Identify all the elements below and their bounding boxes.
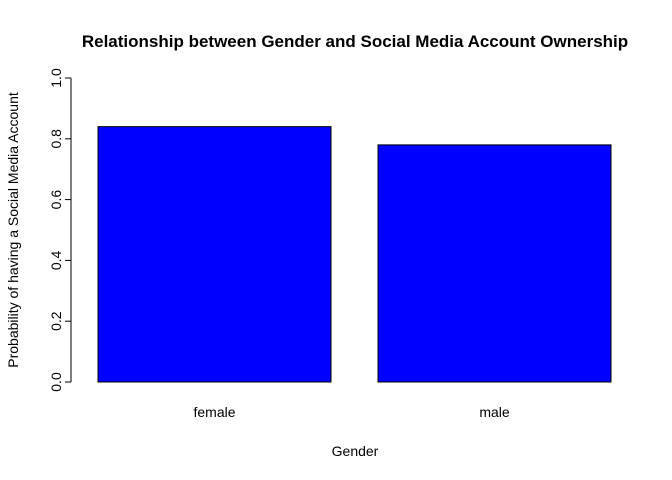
chart-title: Relationship between Gender and Social M… (82, 32, 628, 51)
y-tick-label: 0.8 (48, 129, 64, 149)
x-tick-label-male: male (479, 404, 510, 420)
x-tick-label-female: female (193, 404, 235, 420)
bars-group (97, 126, 612, 383)
y-tick-label: 1.0 (48, 68, 64, 88)
x-axis-label: Gender (332, 443, 379, 459)
y-tick-label: 0.4 (48, 250, 64, 270)
y-tick-label: 0.2 (48, 311, 64, 331)
bar-female (97, 126, 332, 383)
y-axis-label: Probability of having a Social Media Acc… (5, 92, 21, 368)
y-tick-label: 0.6 (48, 190, 64, 210)
y-axis: 0.0 0.2 0.4 0.6 0.8 1.0 (48, 68, 72, 392)
y-tick-label: 0.0 (48, 372, 64, 392)
bar-male (377, 144, 612, 383)
x-tick-labels: female male (193, 404, 509, 420)
